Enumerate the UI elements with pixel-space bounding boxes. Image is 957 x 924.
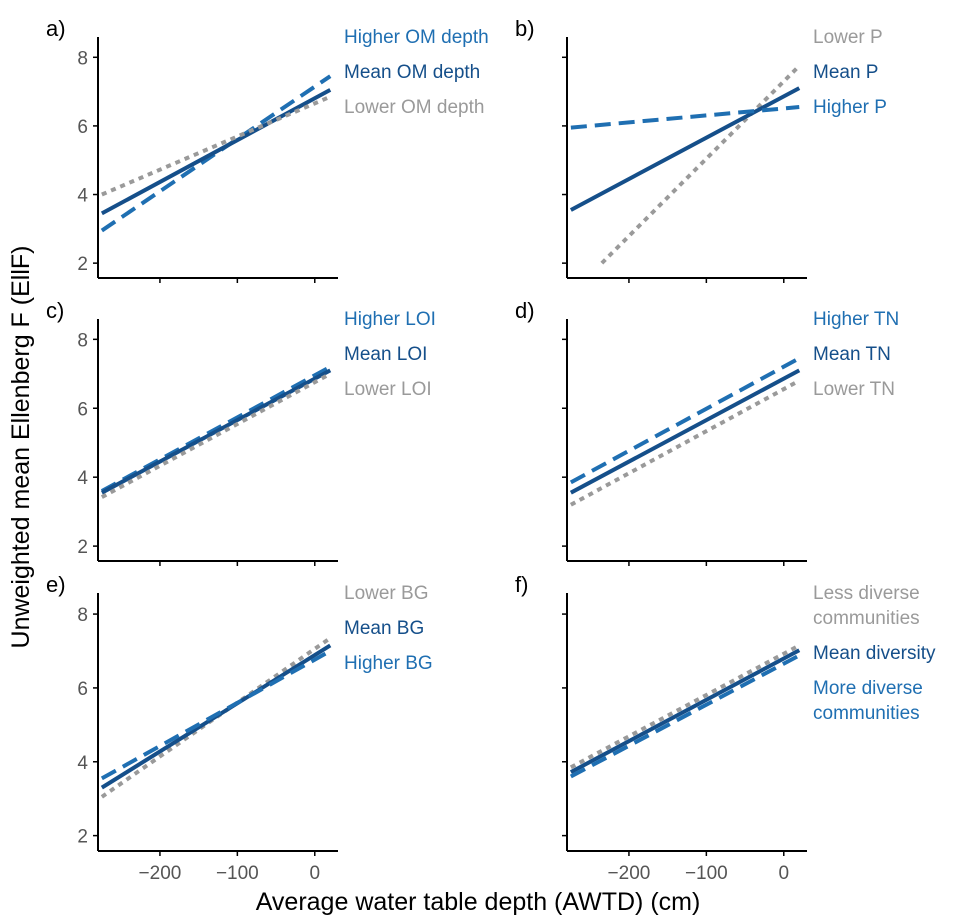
series-line (100, 649, 332, 781)
legend-label: Mean BG (344, 618, 424, 639)
y-tick-label: 8 (77, 48, 88, 69)
y-tick-label: 4 (77, 186, 88, 207)
y-tick-label: 8 (77, 330, 88, 351)
legend-label: Higher TN (813, 309, 899, 330)
x-tick-label: −100 (216, 863, 259, 884)
y-tick-label: 4 (77, 753, 88, 774)
panel-label: f) (515, 572, 528, 597)
series-line (100, 636, 332, 799)
legend-label: Higher LOI (344, 309, 436, 330)
series-line (569, 368, 801, 495)
series-line (100, 372, 332, 499)
panels-group: a) 2 4 6 8 Higher OM depth Mean OM depth Lower … (46, 16, 936, 884)
series-line (100, 88, 332, 216)
series-line (101, 94, 332, 197)
legend-label: Mean LOI (344, 344, 427, 365)
x-axis-title: Average water table depth (AWTD) (cm) (256, 888, 701, 916)
legend-label: communities (813, 703, 920, 724)
y-tick-label: 8 (77, 605, 88, 626)
panel-label: b) (515, 16, 535, 41)
panel-label: a) (46, 16, 66, 41)
legend-label: Higher P (813, 97, 887, 118)
series-line (100, 74, 332, 233)
panel-a: a) 2 4 6 8 Higher OM depth Mean OM depth Lower … (46, 16, 489, 283)
x-tick-label: 0 (778, 863, 789, 884)
panel-e: e) 2 4 6 8 −200 −100 0 Lower BG Mean BG Higher BG (46, 572, 433, 884)
legend-label: Mean OM depth (344, 62, 480, 83)
y-tick-label: 2 (77, 827, 88, 848)
panel-b: b) Lower P Mean P Higher P (515, 16, 887, 283)
panel-label: c) (46, 298, 64, 323)
legend-label: Mean TN (813, 344, 891, 365)
series-line (100, 365, 332, 493)
y-axis-title: Unweighted mean Ellenberg F (EllF) (7, 246, 35, 649)
y-tick-label: 4 (77, 468, 88, 489)
x-tick-label: −200 (139, 863, 182, 884)
series-line (569, 648, 801, 774)
panel-d: d) Higher TN Mean TN Lower TN (515, 298, 899, 566)
series-line (569, 378, 801, 507)
legend-label: Higher OM depth (344, 27, 489, 48)
x-tick-label: −200 (608, 863, 651, 884)
panel-label: e) (46, 572, 66, 597)
series-line (569, 86, 801, 212)
x-tick-label: 0 (309, 863, 320, 884)
series-line (600, 64, 801, 265)
series-line (569, 653, 801, 779)
series-line (100, 368, 332, 495)
legend-label: communities (813, 608, 920, 629)
legend-label: Lower P (813, 27, 883, 48)
panel-f: f) −200 −100 0 Less diverse communities Mean d… (515, 572, 936, 884)
legend-label: Lower TN (813, 379, 895, 400)
series-line (569, 356, 801, 485)
legend-label: Higher BG (344, 653, 433, 674)
x-tick-label: −100 (685, 863, 728, 884)
legend-label: Mean P (813, 62, 878, 83)
legend-label: Lower BG (344, 583, 428, 604)
legend-label: Less diverse (813, 583, 920, 604)
panel-c: c) 2 4 6 8 Higher LOI Mean LOI Lower LOI (46, 298, 436, 566)
legend-label: Mean diversity (813, 643, 936, 664)
panel-label: d) (515, 298, 535, 323)
y-tick-label: 2 (77, 254, 88, 275)
legend-label: Lower OM depth (344, 97, 484, 118)
series-line (569, 643, 801, 770)
y-tick-label: 2 (77, 537, 88, 558)
y-tick-label: 6 (77, 117, 88, 138)
y-tick-label: 6 (77, 679, 88, 700)
legend-label: More diverse (813, 678, 923, 699)
y-tick-label: 6 (77, 399, 88, 420)
legend-label: Lower LOI (344, 379, 432, 400)
series-line (570, 105, 800, 130)
